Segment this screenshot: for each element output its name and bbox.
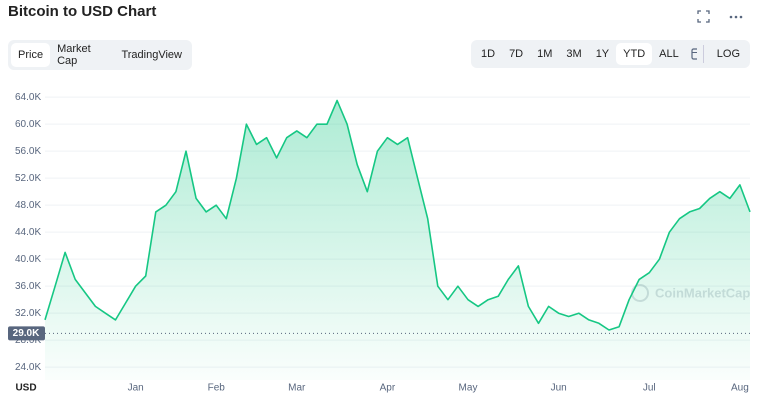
x-tick-label: Apr [380, 383, 396, 394]
x-tick-label: Jul [643, 383, 656, 394]
calendar-body [691, 48, 698, 60]
range-group: 1D 7D 1M 3M 1Y YTD ALL LOG [471, 40, 750, 68]
range-button[interactable]: YTD [616, 43, 653, 65]
tab[interactable]: Market Cap [57, 43, 91, 67]
dot [739, 15, 743, 19]
x-tick-label: Jun [551, 383, 567, 394]
range-button[interactable]: 1D [481, 48, 496, 60]
calendar-icon[interactable] [686, 46, 698, 62]
y-tick-label: 36.0K [15, 281, 41, 292]
reference-badge [8, 326, 45, 341]
y-tick-label: 52.0K [15, 173, 41, 184]
y-tick-label: 48.0K [15, 200, 41, 211]
log-button[interactable]: LOG [716, 48, 740, 60]
dot [729, 15, 733, 19]
x-tick-label: May [459, 383, 478, 394]
x-tick-label: Mar [288, 383, 306, 394]
window-icons [697, 10, 743, 23]
currency-label: USD [15, 383, 36, 394]
area-fill [45, 100, 750, 380]
tab-group: Price Market Cap TradingView [8, 40, 192, 70]
x-tick-label: Aug [731, 383, 749, 394]
y-tick-label: 60.0K [15, 119, 41, 130]
dot [734, 15, 738, 19]
range-button[interactable]: ALL [659, 48, 679, 60]
y-tick-label: 44.0K [15, 227, 41, 238]
x-tick-label: Jan [128, 383, 144, 394]
range-button[interactable]: 7D [509, 48, 524, 60]
tab[interactable]: Price [11, 43, 51, 67]
y-tick-label: 56.0K [15, 146, 41, 157]
range-button[interactable]: 1M [537, 48, 553, 60]
range-button[interactable]: 1Y [595, 48, 610, 60]
y-tick-label: 40.0K [15, 254, 41, 265]
y-tick-label: 24.0K [15, 362, 41, 373]
price-line [44, 99, 751, 331]
x-tick-label: Feb [208, 383, 226, 394]
y-tick-label: 32.0K [15, 308, 41, 319]
tab[interactable]: TradingView [121, 49, 182, 61]
fullscreen-icon[interactable] [697, 10, 710, 23]
range-button[interactable]: 3M [566, 48, 582, 60]
reference-label: 29.0K [13, 328, 40, 339]
y-tick-label: 64.0K [15, 92, 41, 103]
title: Bitcoin to USD Chart [8, 3, 157, 20]
